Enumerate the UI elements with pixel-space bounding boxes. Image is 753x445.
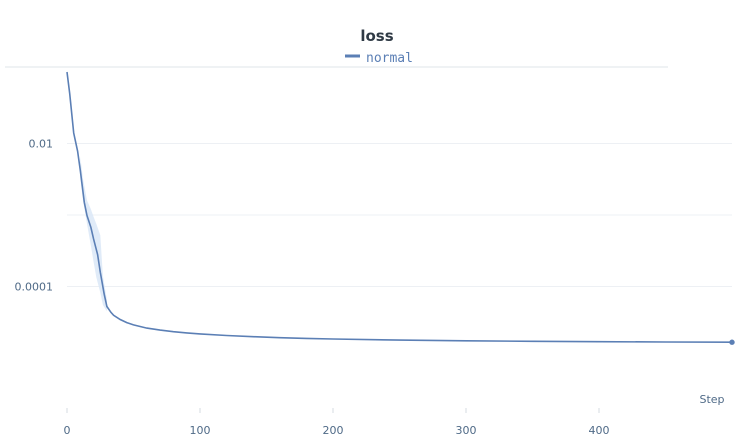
y-tick-label: 0.01 [29,137,54,150]
grid-lines [67,142,732,287]
x-tick-label: 100 [190,424,211,437]
x-tick-label: 300 [456,424,477,437]
chart-title: loss [360,27,393,45]
x-axis-label: Step [699,393,724,406]
x-axis-ticks: 0 100 200 300 400 [64,408,610,437]
x-tick-label: 200 [323,424,344,437]
y-tick-label: 0.0001 [15,280,54,293]
series-line-normal[interactable] [66,71,733,343]
series-end-point-normal[interactable] [729,339,735,345]
x-tick-label: 400 [589,424,610,437]
y-axis-ticks: 0.01 0.0001 [15,137,54,293]
x-tick-label: 0 [64,424,71,437]
legend-label-normal: normal [366,51,413,66]
legend[interactable]: normal [345,51,413,66]
